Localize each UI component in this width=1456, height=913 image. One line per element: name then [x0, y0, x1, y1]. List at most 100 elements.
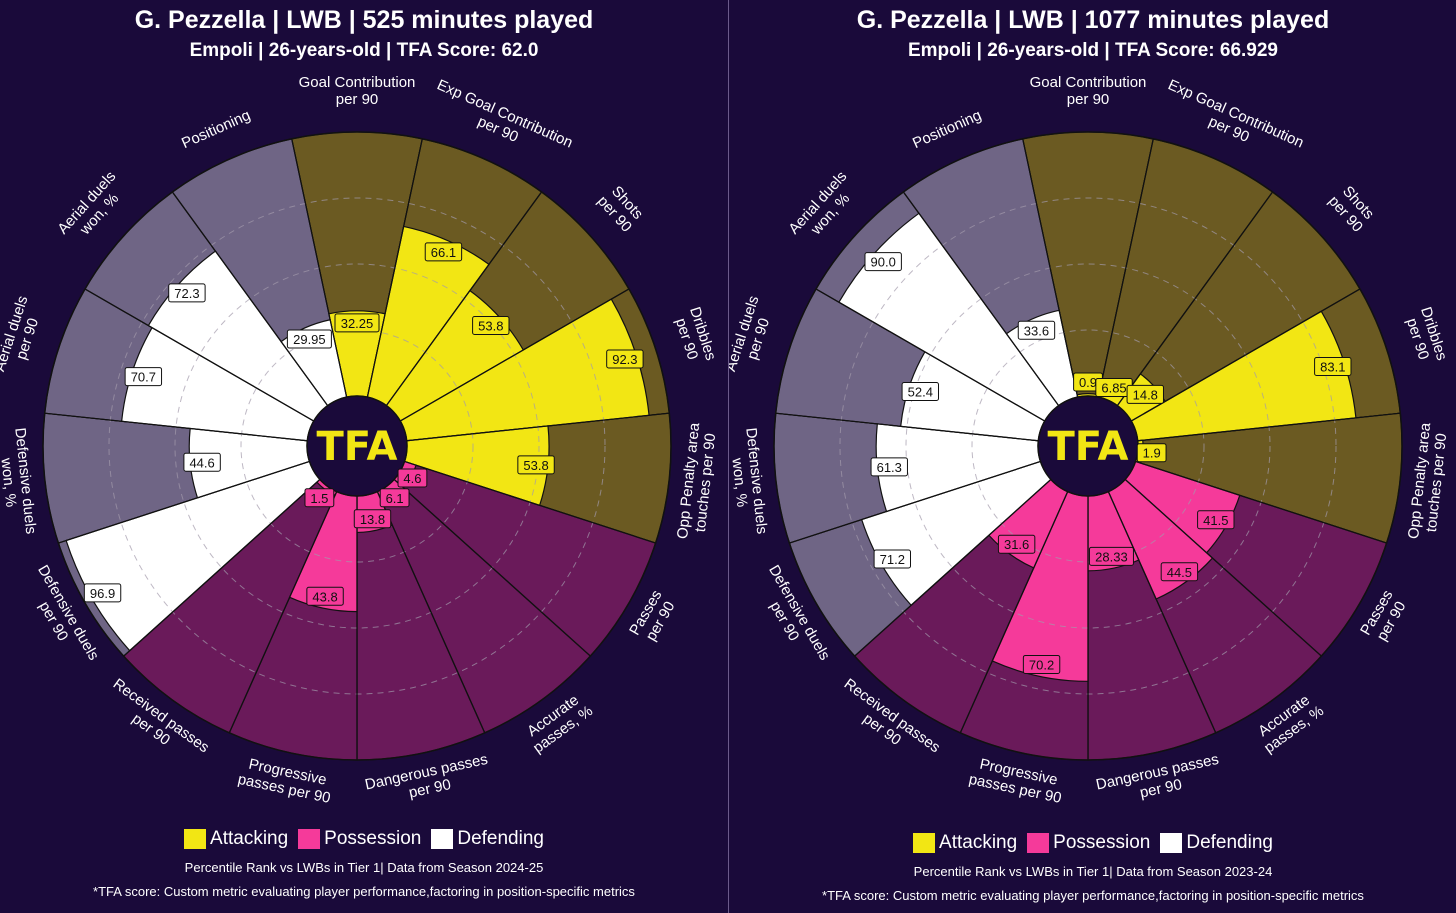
- polar-chart-2023-24: TFA 0.9 6.85 14.8 83.1 1.9 41.5 44.5 28.33 70.2 31…: [729, 74, 1450, 807]
- legend-label: Attacking: [210, 828, 289, 849]
- center-circle: [306, 395, 408, 497]
- legend-label: Attacking: [939, 832, 1018, 853]
- value-label-box: [1314, 356, 1352, 376]
- value-label-box: [424, 242, 463, 262]
- value-label-box: [1136, 443, 1167, 463]
- footnote-data-source: Percentile Rank vs LWBs in Tier 1| Data …: [184, 860, 544, 875]
- spoke: [1022, 138, 1079, 398]
- value-label: 72.3: [174, 286, 199, 301]
- spoke: [1124, 479, 1322, 657]
- spoke: [1135, 460, 1387, 544]
- spoke: [854, 479, 1052, 657]
- value-label-box: [183, 452, 221, 472]
- value-label: 1.9: [1143, 446, 1161, 461]
- spoke: [1097, 138, 1154, 398]
- spoke: [44, 412, 308, 442]
- value-label: 28.33: [1095, 549, 1128, 564]
- category-label: Positioning: [179, 107, 253, 152]
- footnote-tfa-score: *TFA score: Custom metric evaluating pla…: [822, 888, 1364, 903]
- category-label-line: won, %: [729, 456, 750, 508]
- value-label-box: [286, 329, 332, 349]
- category-label-line: Positioning: [910, 107, 984, 152]
- spoke: [815, 288, 1045, 422]
- chart-title: G. Pezzella | LWB | 525 minutes played: [134, 6, 594, 34]
- spoke: [775, 412, 1039, 442]
- spoke: [228, 491, 338, 734]
- value-label: 14.8: [1133, 387, 1158, 402]
- legend: Attacking Possession Defending: [729, 832, 1456, 854]
- value-label-box: [83, 583, 122, 603]
- value-label: 66.1: [431, 245, 456, 260]
- value-label: 31.6: [1004, 537, 1029, 552]
- spoke: [58, 460, 310, 544]
- grid-ring: [905, 263, 1271, 629]
- spoke: [366, 138, 423, 398]
- outer-ring: [42, 131, 672, 761]
- chart-subtitle: Empoli | 26-years-old | TFA Score: 62.0: [189, 40, 539, 61]
- value-label: 71.2: [880, 552, 905, 567]
- value-label-box: [870, 457, 908, 477]
- value-label: 41.5: [1203, 513, 1228, 528]
- legend: Attacking Possession Defending: [0, 828, 728, 850]
- spoke: [376, 491, 486, 734]
- value-label: 4.6: [403, 471, 421, 486]
- value-label: 33.6: [1024, 323, 1049, 338]
- value-label: 32.25: [341, 316, 374, 331]
- category-label: Positioning: [910, 107, 984, 152]
- value-label: 61.3: [877, 460, 902, 475]
- value-label-box: [1160, 562, 1199, 582]
- category-label-line: Goal Contribution: [1030, 74, 1147, 91]
- spoke: [959, 491, 1069, 734]
- value-label-box: [379, 488, 410, 508]
- category-label-line: Positioning: [179, 107, 253, 152]
- value-label-box: [1017, 320, 1056, 340]
- value-label: 53.8: [523, 458, 548, 473]
- value-label: 70.2: [1029, 657, 1054, 672]
- spoke: [789, 460, 1041, 544]
- value-label-box: [873, 549, 912, 569]
- value-label: 53.8: [478, 319, 503, 334]
- value-label-box: [353, 509, 392, 529]
- value-label-box: [124, 367, 163, 387]
- value-label-box: [168, 283, 206, 303]
- spoke: [291, 138, 348, 398]
- value-label-box: [1022, 654, 1061, 674]
- legend-item-defending: Defending: [1160, 832, 1273, 854]
- legend-label: Defending: [457, 828, 544, 849]
- chart-panel-left: G. Pezzella | LWB | 525 minutes played E…: [0, 6, 728, 899]
- spoke: [393, 479, 591, 657]
- value-label-box: [472, 316, 510, 336]
- value-label: 44.5: [1167, 565, 1192, 580]
- legend-item-possession: Possession: [298, 828, 421, 850]
- spoke: [406, 412, 670, 442]
- footnote-data-source: Percentile Rank vs LWBs in Tier 1| Data …: [913, 864, 1273, 879]
- value-label-box: [306, 586, 344, 606]
- value-label-box: [334, 313, 380, 333]
- spoke: [171, 191, 329, 406]
- value-label: 96.9: [90, 586, 115, 601]
- grid-ring: [174, 263, 540, 629]
- value-label-box: [1126, 384, 1164, 404]
- polar-chart-2024-25: TFA 32.25 66.1 53.8 92.3 53.8 4.6 6.113.8 43.8 1.…: [0, 74, 719, 807]
- spoke: [1131, 288, 1361, 422]
- value-label-box: [1197, 510, 1235, 530]
- value-label: 0.9: [1079, 375, 1097, 390]
- spoke: [404, 460, 656, 544]
- footnote-tfa-score: *TFA score: Custom metric evaluating pla…: [93, 884, 635, 899]
- spoke: [1116, 191, 1274, 406]
- value-label: 13.8: [360, 512, 385, 527]
